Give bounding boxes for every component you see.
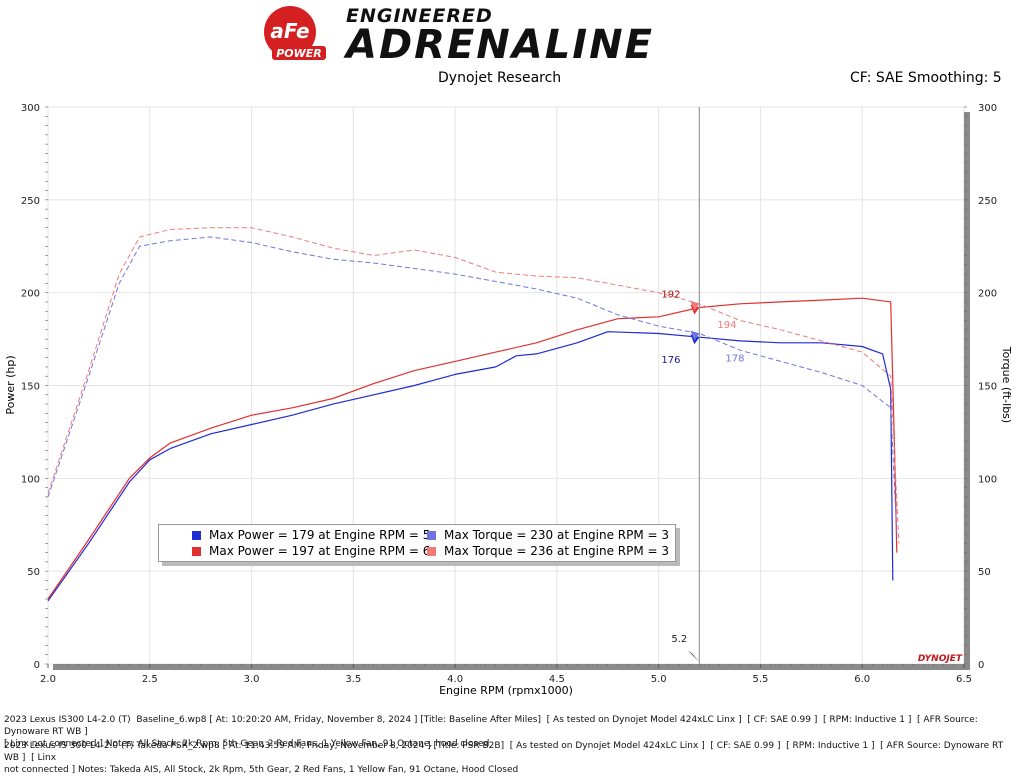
x-tick-label: 5.0 xyxy=(651,674,667,685)
cursor-markers: 5.2 192 194 176 178 xyxy=(661,290,744,662)
y-tick-label-right: 50 xyxy=(978,567,991,578)
legend-item-power-takeda[interactable]: Max Power = 197 at Engine RPM = 6 xyxy=(192,544,430,558)
x-tick-label: 2.5 xyxy=(142,674,158,685)
x-tick-label: 2.0 xyxy=(40,674,56,685)
cursor-x-label: 5.2 xyxy=(671,634,687,645)
chart-header-center: Dynojet Research xyxy=(438,70,562,86)
legend-item-power-baseline[interactable]: Max Power = 179 at Engine RPM = 5 xyxy=(192,528,430,542)
x-tick-label: 5.5 xyxy=(752,674,768,685)
logo-line2: ADRENALINE xyxy=(343,22,654,66)
legend-label: Max Torque = 230 at Engine RPM = 3 xyxy=(444,528,670,542)
x-tick-label: 6.0 xyxy=(854,674,870,685)
axis-ticks: 2.0 2.5 3.0 3.5 4.0 4.5 5.0 5.5 6.0 6.5 0 0 50 50 100 1… xyxy=(21,103,997,685)
series-line-power_takeda xyxy=(47,297,898,600)
legend-swatch xyxy=(427,547,436,556)
y-tick-label-left: 0 xyxy=(34,660,40,671)
run-notes-takeda: 2023 Lexus IS 300 L4-2.0 (T) Takeda PSR_… xyxy=(4,741,1004,775)
x-tick-label: 4.0 xyxy=(447,674,463,685)
frame-right-bar xyxy=(964,112,970,665)
y-tick-label-left: 150 xyxy=(21,382,40,393)
y-tick-label-right: 300 xyxy=(978,103,997,114)
legend-swatch xyxy=(427,531,436,540)
y-tick-label-right: 250 xyxy=(978,196,997,207)
cursor-x-arrow xyxy=(687,650,700,662)
y-tick-label-right: 150 xyxy=(978,382,997,393)
y-tick-label-left: 300 xyxy=(21,103,40,114)
y-tick-label-left: 250 xyxy=(21,196,40,207)
x-tick-label: 6.5 xyxy=(956,674,972,685)
legend-item-torque-takeda[interactable]: Max Torque = 236 at Engine RPM = 3 xyxy=(427,544,669,558)
afe-adrenaline-logo: aFe POWER ENGINEERED ADRENALINE xyxy=(264,5,654,66)
y-tick-label-left: 200 xyxy=(21,289,40,300)
x-tick-label: 3.0 xyxy=(244,674,260,685)
series-layer xyxy=(47,227,900,602)
y-tick-label-left: 100 xyxy=(21,474,40,485)
legend-swatch xyxy=(192,531,201,540)
x-axis-label: Engine RPM (rpmx1000) xyxy=(439,684,573,697)
afe-logo-badge xyxy=(264,6,316,58)
cursor-value-label: 194 xyxy=(717,320,736,331)
x-tick-label: 3.5 xyxy=(345,674,361,685)
legend-swatch xyxy=(192,547,201,556)
y-tick-label-right: 0 xyxy=(978,660,984,671)
cursor-value-arrow xyxy=(690,330,700,341)
dyno-chart: 2.0 2.5 3.0 3.5 4.0 4.5 5.0 5.5 6.0 6.5 0 0 50 50 100 1… xyxy=(4,103,1013,697)
run-notes-baseline: 2023 Lexus IS300 L4-2.0 (T) Baseline_6.w… xyxy=(4,715,978,749)
legend-item-torque-baseline[interactable]: Max Torque = 230 at Engine RPM = 3 xyxy=(427,528,669,542)
y-axis-label-right: Torque (ft-lbs) xyxy=(1000,346,1013,423)
series-line-torque_takeda xyxy=(47,227,900,544)
afe-logo-brand: aFe xyxy=(270,19,309,43)
y-axis-label-left: Power (hp) xyxy=(4,355,17,414)
series-line-power_baseline xyxy=(47,331,894,602)
x-tick-label: 4.5 xyxy=(549,674,565,685)
series-line-torque_baseline xyxy=(47,236,898,535)
cursor-value-label: 176 xyxy=(661,355,680,366)
frame-bottom-bar xyxy=(53,664,970,670)
legend-label: Max Power = 197 at Engine RPM = 6 xyxy=(209,544,431,558)
dynojet-watermark: DYNOJET xyxy=(918,654,963,664)
y-tick-label-right: 200 xyxy=(978,289,997,300)
legend-label: Max Torque = 236 at Engine RPM = 3 xyxy=(444,544,670,558)
afe-logo-sub: POWER xyxy=(276,47,322,60)
cursor-value-arrow xyxy=(690,300,700,311)
legend-label: Max Power = 179 at Engine RPM = 5 xyxy=(209,528,431,542)
logo-line1: ENGINEERED xyxy=(346,5,493,27)
y-tick-label-left: 50 xyxy=(27,567,40,578)
chart-header-right: CF: SAE Smoothing: 5 xyxy=(850,70,1002,86)
chart-legend: Max Power = 179 at Engine RPM = 5 Max To… xyxy=(158,524,676,562)
cursor-value-label: 192 xyxy=(661,290,680,301)
cursor-value-label: 178 xyxy=(725,354,744,365)
y-tick-label-right: 100 xyxy=(978,474,997,485)
